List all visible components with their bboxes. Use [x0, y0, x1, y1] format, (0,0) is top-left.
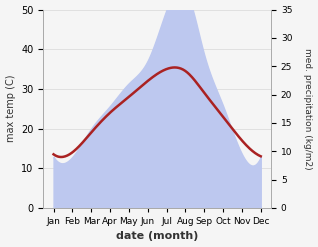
X-axis label: date (month): date (month) [116, 231, 198, 242]
Y-axis label: max temp (C): max temp (C) [5, 75, 16, 143]
Y-axis label: med. precipitation (kg/m2): med. precipitation (kg/m2) [303, 48, 313, 169]
